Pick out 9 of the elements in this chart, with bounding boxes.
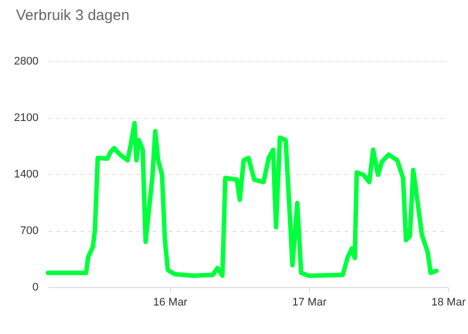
chart-title: Verbruik 3 dagen <box>16 7 130 24</box>
y-tick-label: 1400 <box>14 168 38 180</box>
y-tick-label: 0 <box>32 282 38 294</box>
x-tick-label: 16 Mar <box>153 296 188 308</box>
y-tick-label: 700 <box>20 225 38 237</box>
x-tick-label: 18 Mar <box>431 296 466 308</box>
x-tick-label: 17 Mar <box>292 296 327 308</box>
y-tick-label: 2800 <box>14 56 38 68</box>
y-tick-label: 2100 <box>14 112 38 124</box>
